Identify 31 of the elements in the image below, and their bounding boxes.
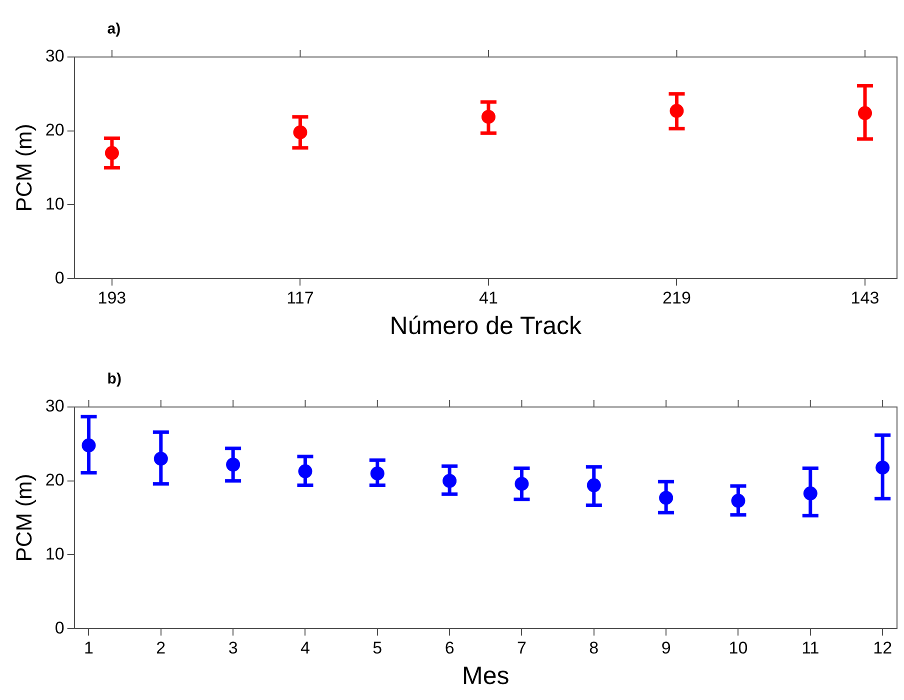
- x-tick-label: 8: [589, 638, 599, 658]
- y-axis-title: PCM (m): [11, 474, 36, 562]
- chart-title: b): [107, 370, 122, 388]
- y-tick-label: 0: [54, 618, 64, 638]
- x-tick-label: 6: [444, 638, 454, 658]
- y-tick-label: 10: [45, 194, 64, 214]
- x-tick-label: 12: [873, 638, 892, 658]
- x-axis-title: Mes: [462, 662, 510, 690]
- x-tick-label: 7: [517, 638, 526, 658]
- x-tick-label: 4: [300, 638, 310, 658]
- x-axis-title: Número de Track: [390, 312, 582, 340]
- y-tick-label: 20: [45, 120, 64, 140]
- chart-title: a): [107, 20, 121, 38]
- x-tick-label: 11: [802, 638, 820, 658]
- x-tick-label: 1: [84, 638, 94, 658]
- x-tick-label: 3: [228, 638, 238, 658]
- x-tick-label: 2: [156, 638, 166, 658]
- y-tick-label: 30: [45, 46, 64, 66]
- x-tick-label: 193: [98, 288, 126, 308]
- y-tick-label: 30: [45, 396, 64, 416]
- x-tick-label: 10: [728, 638, 748, 658]
- x-tick-label: 41: [479, 288, 498, 308]
- y-tick-label: 10: [45, 544, 64, 564]
- x-tick-label: 5: [372, 638, 382, 658]
- y-tick-label: 20: [45, 470, 64, 490]
- x-tick-label: 143: [850, 288, 880, 308]
- x-tick-label: 9: [661, 638, 671, 658]
- y-tick-label: 0: [54, 268, 64, 288]
- x-tick-label: 117: [286, 288, 314, 308]
- x-tick-label: 219: [662, 288, 691, 308]
- y-axis-title: PCM (m): [11, 124, 36, 212]
